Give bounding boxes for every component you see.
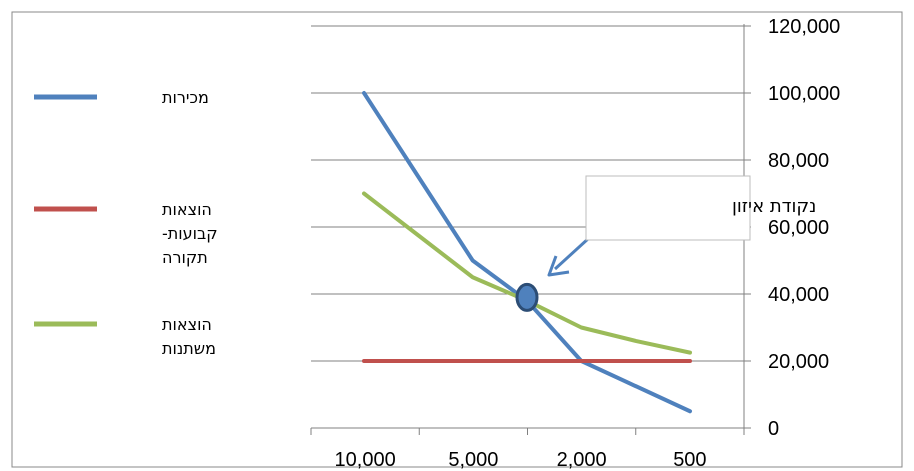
x-tick-label: 10,000 xyxy=(335,449,396,471)
y-tick-label: 40,000 xyxy=(768,284,829,306)
annotation-arrow-shaft xyxy=(553,236,591,271)
y-tick-label: 0 xyxy=(768,418,779,440)
y-tick-label: 60,000 xyxy=(768,217,829,239)
break-even-marker xyxy=(515,282,539,312)
legend-label: קבועות- xyxy=(162,224,218,243)
y-tick-label: 20,000 xyxy=(768,351,829,373)
x-tick-label: 5,000 xyxy=(448,449,498,471)
annotation-arrow-head xyxy=(547,255,570,277)
annotation-label: נקודת איזון xyxy=(732,196,816,217)
legend-label: הוצאות xyxy=(162,315,212,334)
x-tick-label: 500 xyxy=(673,449,706,471)
annotation-box xyxy=(585,175,751,241)
annotation: נקודת איזון xyxy=(515,175,816,312)
y-tick-label: 120,000 xyxy=(768,16,840,38)
axes: 0 20,000 40,000 60,000 80,000 100,000 120,000 1… xyxy=(310,16,840,471)
x-tick-label: 2,000 xyxy=(557,449,607,471)
y-tick-label: 80,000 xyxy=(768,150,829,172)
legend-label: מכירות xyxy=(162,88,209,107)
legend-label: הוצאות xyxy=(162,200,212,219)
legend: מכירות הוצאות קבועות- תקורה הוצאות משתנות xyxy=(34,88,218,358)
legend-label: תקורה xyxy=(162,248,208,267)
y-tick-label: 100,000 xyxy=(768,83,840,105)
legend-label: משתנות xyxy=(162,339,216,358)
